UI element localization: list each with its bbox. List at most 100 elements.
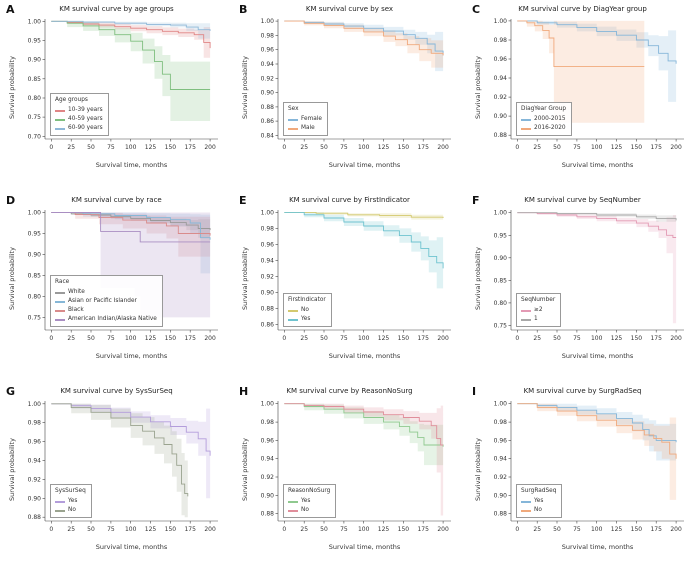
ci-band-yes	[51, 403, 211, 513]
x-tick-label: 100	[591, 526, 603, 533]
y-tick-label: 1.00	[261, 209, 275, 216]
legend-swatch	[55, 118, 65, 121]
x-tick-label: 175	[417, 526, 429, 533]
legend-item-2016-2020: 2016-2020	[521, 124, 566, 133]
x-tick-label: 50	[320, 526, 328, 533]
km-panel-surgradseq: I KM survival curve by SurgRadSeq Surviv…	[466, 382, 699, 573]
km-panel-firstindicator: E KM survival curve by FirstIndicator Su…	[233, 191, 466, 382]
x-tick-label: 100	[591, 335, 603, 342]
ci-band-yes	[517, 403, 677, 464]
x-tick-label: 0	[49, 526, 53, 533]
y-tick-label: 0.98	[261, 225, 275, 232]
y-tick-label: 0.92	[28, 476, 42, 483]
y-tick-label: 0.95	[28, 38, 42, 45]
x-tick-label: 75	[340, 335, 348, 342]
legend-box: SysSurSeq Yes No	[50, 484, 92, 518]
legend-label: 60-90 years	[68, 125, 103, 132]
x-tick-label: 25	[300, 144, 308, 151]
x-tick-label: 25	[533, 526, 541, 533]
y-tick-label: 0.96	[28, 439, 42, 446]
x-tick-label: 25	[67, 335, 75, 342]
legend-swatch	[55, 109, 65, 112]
x-tick-label: 50	[87, 144, 95, 151]
x-tick-label: 150	[631, 335, 643, 342]
legend-label: No	[301, 507, 309, 514]
legend-swatch	[55, 127, 65, 130]
chart-title: KM survival curve by sex	[305, 5, 394, 13]
chart-title: KM survival curve by SeqNumber	[524, 196, 641, 204]
km-panel-race: D KM survival curve by race Survival pro…	[0, 191, 233, 382]
x-tick-label: 200	[670, 335, 682, 342]
legend-swatch	[288, 318, 298, 321]
x-tick-label: 125	[611, 144, 623, 151]
x-tick-label: 200	[204, 335, 216, 342]
legend-swatch	[55, 509, 65, 512]
legend-label: Yes	[534, 498, 544, 505]
y-tick-label: 0.95	[28, 231, 42, 238]
panel-letter: B	[239, 3, 248, 16]
x-tick-label: 200	[437, 144, 449, 151]
y-tick-label: 0.90	[494, 492, 508, 499]
x-tick-label: 25	[300, 335, 308, 342]
ci-band-2	[517, 212, 677, 326]
km-plot: 1.00 0.98 0.96 0.94 0.92 0.90 0.88 0.86 0.84 0 25 5…	[261, 18, 451, 151]
legend-title: Race	[55, 279, 70, 286]
ci-band-american-indian-alaska-native	[51, 212, 211, 324]
x-tick-label: 175	[417, 144, 429, 151]
x-tick-label: 150	[165, 335, 177, 342]
x-tick-label: 125	[145, 526, 157, 533]
y-tick-label: 1.00	[28, 18, 42, 25]
x-axis-label: Survival time, months	[561, 543, 634, 551]
x-tick-label: 75	[107, 526, 115, 533]
x-tick-label: 50	[320, 335, 328, 342]
legend-swatch	[55, 291, 65, 294]
x-tick-label: 150	[398, 144, 410, 151]
chart-title: KM survival curve by race	[71, 196, 162, 204]
x-tick-label: 125	[378, 335, 390, 342]
y-tick-label: 0.98	[261, 32, 275, 39]
legend-label: 2016-2020	[534, 125, 566, 132]
y-axis-label: Survival probability	[8, 438, 16, 502]
y-tick-label: 0.92	[261, 474, 275, 481]
legend-label: No	[301, 307, 309, 314]
x-tick-label: 125	[378, 144, 390, 151]
y-tick-label: 0.90	[261, 289, 275, 296]
panel-letter: F	[472, 194, 480, 207]
chart-title: KM survival curve by ReasonNoSurg	[286, 387, 413, 395]
y-tick-label: 0.94	[261, 456, 275, 463]
legend-item-no: No	[288, 506, 330, 515]
km-plot: 1.00 0.98 0.96 0.94 0.92 0.90 0.88 0 25 50 75 100 12…	[28, 401, 218, 533]
ci-band-10-39-years	[51, 21, 211, 125]
y-tick-label: 0.96	[261, 437, 275, 444]
km-plot: 1.00 0.95 0.90 0.85 0.80 0.75 0.70 0 25 50 75 100 12…	[28, 18, 218, 151]
legend-item-female: Female	[288, 115, 322, 124]
x-tick-label: 100	[358, 144, 370, 151]
km-curve-black	[51, 212, 211, 236]
y-tick-label: 0.98	[494, 37, 508, 44]
y-tick-label: 0.92	[494, 94, 508, 101]
ci-band-no	[517, 403, 677, 516]
x-tick-label: 200	[437, 526, 449, 533]
km-curve-1	[517, 212, 677, 221]
legend-box: Sex Female Male	[283, 102, 328, 136]
x-tick-label: 0	[49, 335, 53, 342]
y-axis-label: Survival probability	[8, 247, 16, 311]
y-tick-label: 1.00	[494, 210, 508, 217]
x-tick-label: 150	[165, 526, 177, 533]
km-panel-age-groups: A KM survival curve by age groups Surviv…	[0, 0, 233, 191]
legend-label: ≥2	[534, 307, 543, 314]
y-tick-label: 0.88	[28, 514, 42, 521]
legend-label: Yes	[301, 498, 311, 505]
y-tick-label: 0.75	[494, 323, 508, 330]
km-panel-sex: B KM survival curve by sex Survival prob…	[233, 0, 466, 191]
km-plot: 1.00 0.95 0.90 0.85 0.80 0.75 0 25 50 75 100 125 150…	[494, 210, 684, 342]
panel-letter: A	[6, 3, 15, 16]
panel-letter: C	[472, 3, 481, 16]
km-curve-no	[517, 403, 677, 459]
legend-item-no: No	[521, 506, 556, 515]
y-tick-label: 1.00	[28, 401, 42, 408]
y-tick-label: 0.80	[28, 95, 42, 102]
x-tick-label: 125	[145, 144, 157, 151]
km-panel-seqnumber: F KM survival curve by SeqNumber Surviva…	[466, 191, 699, 382]
legend-label: 2000-2015	[534, 116, 566, 123]
